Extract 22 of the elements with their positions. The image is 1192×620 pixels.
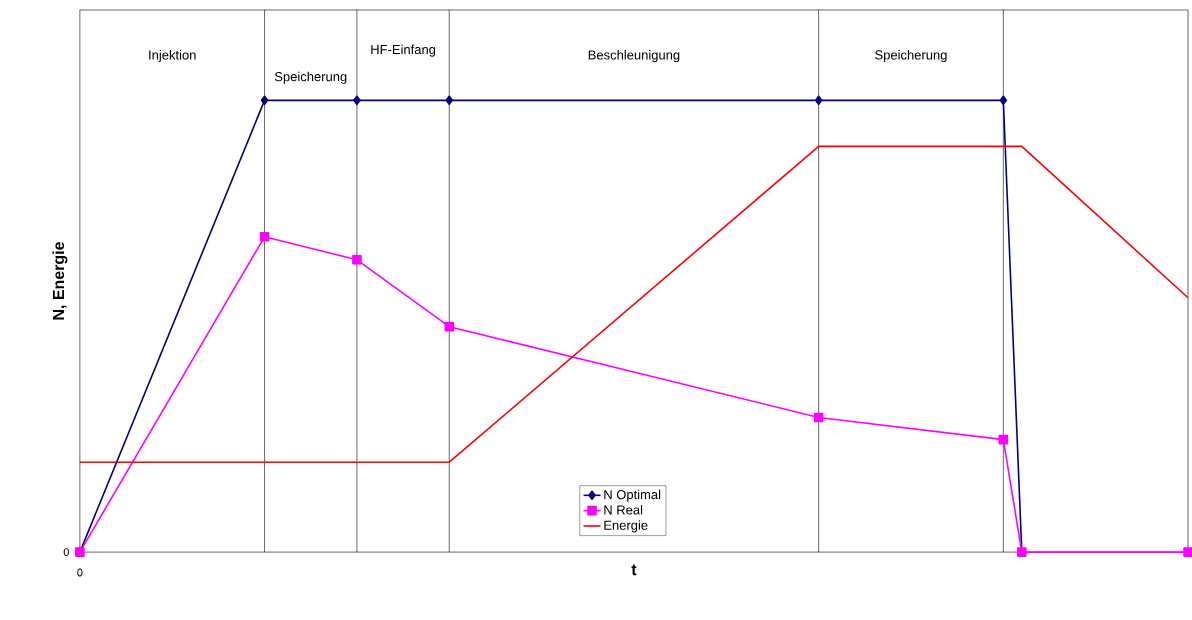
point <box>999 95 1008 106</box>
legend-label: Energie <box>604 520 648 533</box>
point <box>445 95 454 106</box>
text: Injektion <box>149 50 196 63</box>
text: Beschleunigung <box>588 50 680 63</box>
x-axis-title: t <box>631 564 637 576</box>
y-axis-title: N, Energie <box>52 242 68 320</box>
text: 0 <box>63 548 69 556</box>
text: HF-Einfang <box>371 44 436 57</box>
legend-label: N Optimal <box>604 489 661 502</box>
text: Speicherung <box>274 71 347 84</box>
point <box>813 412 824 423</box>
text: Speicherung <box>875 50 947 63</box>
point <box>352 255 362 265</box>
legend-label: N Real <box>604 504 643 515</box>
point <box>998 434 1009 445</box>
point <box>814 95 823 106</box>
point <box>444 321 455 332</box>
point <box>353 95 361 106</box>
point <box>259 231 270 242</box>
point <box>260 95 269 106</box>
text: 0 <box>77 568 83 577</box>
